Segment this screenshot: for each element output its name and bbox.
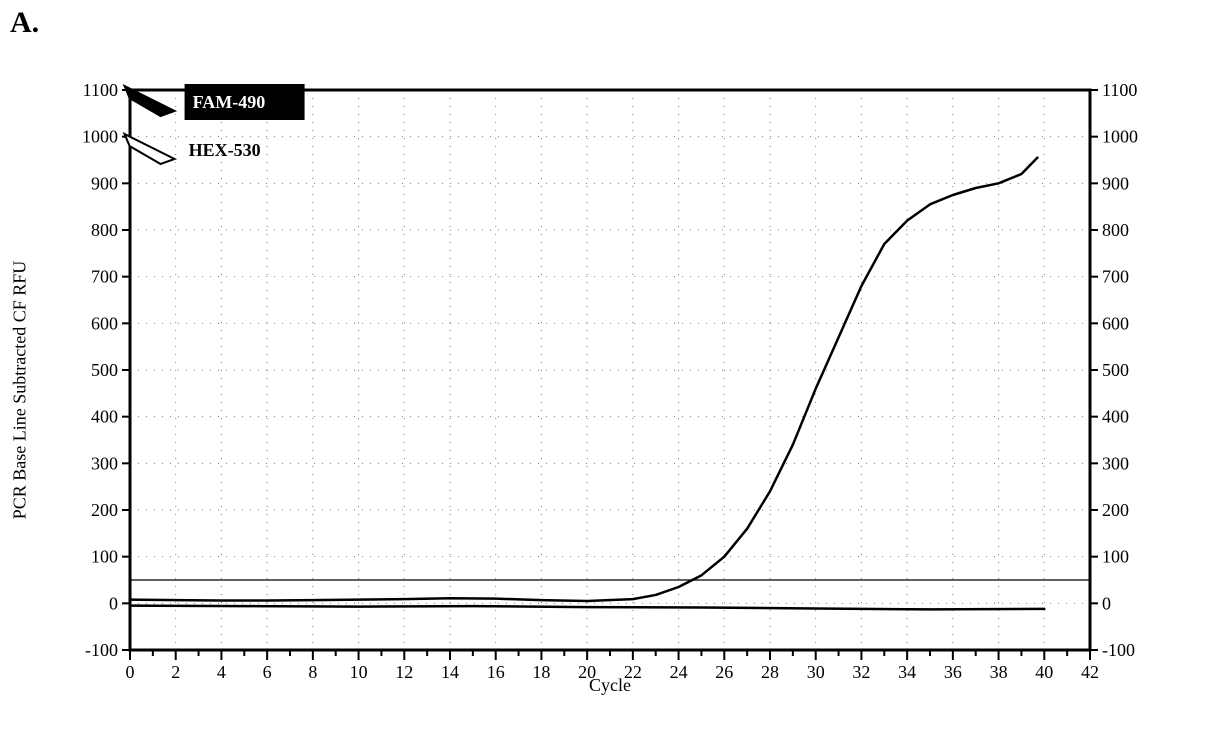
y-axis-label: PCR Base Line Subtracted CF RFU bbox=[10, 261, 31, 520]
ytick-label-right: 400 bbox=[1102, 407, 1129, 427]
xtick-label: 40 bbox=[1035, 662, 1053, 682]
xtick-label: 16 bbox=[487, 662, 505, 682]
xtick-label: 26 bbox=[715, 662, 733, 682]
ytick-label: 1000 bbox=[82, 127, 118, 147]
ytick-label: 700 bbox=[91, 267, 118, 287]
legend-label: FAM-490 bbox=[193, 92, 266, 112]
ytick-label: 100 bbox=[91, 547, 118, 567]
xtick-label: 28 bbox=[761, 662, 779, 682]
ytick-label-right: 500 bbox=[1102, 360, 1129, 380]
xtick-label: 38 bbox=[990, 662, 1008, 682]
xtick-label: 6 bbox=[263, 662, 272, 682]
ytick-label: 600 bbox=[91, 313, 118, 333]
xtick-label: 32 bbox=[852, 662, 870, 682]
xtick-label: 36 bbox=[944, 662, 962, 682]
xtick-label: 18 bbox=[532, 662, 550, 682]
ytick-label-right: 200 bbox=[1102, 500, 1129, 520]
xtick-label: 14 bbox=[441, 662, 459, 682]
ytick-label-right: 100 bbox=[1102, 547, 1129, 567]
ytick-label: 800 bbox=[91, 220, 118, 240]
ytick-label: 1100 bbox=[83, 80, 118, 100]
legend-label: HEX-530 bbox=[189, 140, 261, 160]
xtick-label: 8 bbox=[308, 662, 317, 682]
ytick-label-right: 700 bbox=[1102, 267, 1129, 287]
ytick-label: 300 bbox=[91, 453, 118, 473]
ytick-label-right: 1100 bbox=[1102, 80, 1137, 100]
xtick-label: 10 bbox=[350, 662, 368, 682]
xtick-label: 2 bbox=[171, 662, 180, 682]
ytick-label-right: -100 bbox=[1102, 640, 1135, 660]
xtick-label: 24 bbox=[670, 662, 688, 682]
panel-label: A. bbox=[10, 6, 39, 40]
xtick-label: 42 bbox=[1081, 662, 1099, 682]
ytick-label-right: 300 bbox=[1102, 453, 1129, 473]
ytick-label-right: 600 bbox=[1102, 313, 1129, 333]
ytick-label: 200 bbox=[91, 500, 118, 520]
xtick-label: 0 bbox=[126, 662, 135, 682]
xtick-label: 4 bbox=[217, 662, 226, 682]
ytick-label-right: 1000 bbox=[1102, 127, 1138, 147]
ytick-label-right: 0 bbox=[1102, 593, 1111, 613]
pcr-curve-chart: -100010020030040050060070080090010001100… bbox=[60, 80, 1160, 700]
xtick-label: 30 bbox=[807, 662, 825, 682]
ytick-label: -100 bbox=[85, 640, 118, 660]
ytick-label: 500 bbox=[91, 360, 118, 380]
x-axis-label: Cycle bbox=[589, 675, 631, 696]
ytick-label: 400 bbox=[91, 407, 118, 427]
chart-container: PCR Base Line Subtracted CF RFU -1000100… bbox=[60, 80, 1160, 700]
xtick-label: 12 bbox=[395, 662, 413, 682]
xtick-label: 34 bbox=[898, 662, 916, 682]
ytick-label: 900 bbox=[91, 173, 118, 193]
ytick-label-right: 900 bbox=[1102, 173, 1129, 193]
ytick-label: 0 bbox=[109, 593, 118, 613]
ytick-label-right: 800 bbox=[1102, 220, 1129, 240]
